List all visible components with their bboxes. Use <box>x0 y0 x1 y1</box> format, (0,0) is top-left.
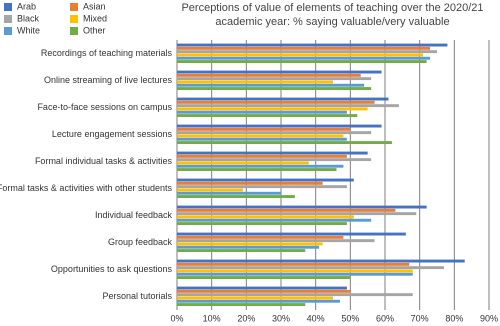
bar <box>177 191 281 195</box>
y-tick-label: Personal tutorials <box>102 291 172 301</box>
bar <box>177 222 347 225</box>
bar <box>177 124 382 128</box>
y-tick-label: Opportunities to ask questions <box>51 264 173 274</box>
bar <box>177 43 448 47</box>
bar <box>177 303 306 306</box>
y-tick-label: Lecture engagement sessions <box>52 129 173 139</box>
bar <box>177 154 347 158</box>
bar <box>177 107 368 111</box>
bar <box>177 141 392 144</box>
bar <box>177 249 306 252</box>
x-tick-label: 20% <box>237 313 255 323</box>
bar <box>177 296 333 300</box>
bar <box>177 232 406 236</box>
x-tick-label: 70% <box>411 313 429 323</box>
bar <box>177 83 365 87</box>
bar <box>177 131 372 135</box>
bar <box>177 218 372 222</box>
bar <box>177 266 444 270</box>
bar <box>177 56 431 60</box>
bar <box>177 46 431 50</box>
y-tick-label: Individual feedback <box>95 210 173 220</box>
y-tick-label: Face-to-face sessions on campus <box>37 102 172 112</box>
chart-title: Perceptions of value of elements of teac… <box>181 2 484 28</box>
bar <box>177 168 337 171</box>
bar <box>177 286 347 290</box>
x-tick-label: 80% <box>445 313 463 323</box>
y-tick-label: Online streaming of live lectures <box>44 75 173 85</box>
bar <box>177 73 361 77</box>
bar <box>177 158 372 162</box>
legend-swatch <box>70 3 78 11</box>
bar <box>177 164 344 168</box>
bar <box>177 185 347 189</box>
bar <box>177 60 427 63</box>
bar <box>177 53 424 57</box>
legend-label: Mixed <box>83 13 107 23</box>
bar <box>177 188 243 192</box>
legend-label: Other <box>83 25 106 35</box>
legend-label: White <box>17 25 40 35</box>
bar <box>177 77 372 81</box>
bar <box>177 100 375 104</box>
bar <box>177 195 295 198</box>
bar <box>177 293 413 297</box>
bar <box>177 272 413 276</box>
x-tick-label: 0% <box>170 313 183 323</box>
x-tick-label: 10% <box>203 313 221 323</box>
legend-swatch <box>4 27 12 35</box>
bar <box>177 299 340 303</box>
bar <box>177 178 354 182</box>
y-tick-label: Group feedback <box>108 237 173 247</box>
legend-swatch <box>70 15 78 23</box>
legend-label: Arab <box>17 1 36 11</box>
legend-swatch <box>70 27 78 35</box>
bar <box>177 181 323 185</box>
bar <box>177 215 354 219</box>
x-tick-label: 30% <box>272 313 290 323</box>
x-tick-label: 40% <box>307 313 325 323</box>
bar <box>177 276 351 279</box>
bar <box>177 259 465 263</box>
bar <box>177 97 389 101</box>
bar <box>177 50 437 54</box>
y-tick-label: Recordings of teaching materials <box>41 48 173 58</box>
bar <box>177 212 417 216</box>
y-tick-label: Formal individual tasks & activities <box>35 156 173 166</box>
bar <box>177 134 344 138</box>
x-tick-label: 90% <box>480 313 498 323</box>
bar <box>177 110 347 114</box>
bar <box>177 242 323 246</box>
y-tick-label: Formal tasks & activities with other stu… <box>0 183 172 193</box>
bar <box>177 239 375 243</box>
bar <box>177 104 399 108</box>
bar <box>177 262 410 266</box>
bar <box>177 289 351 293</box>
x-tick-label: 50% <box>341 313 359 323</box>
bar <box>177 137 347 141</box>
legend-label: Black <box>17 13 40 23</box>
legend-label: Asian <box>83 1 106 11</box>
legend-swatch <box>4 15 12 23</box>
bar <box>177 161 309 165</box>
legend-swatch <box>4 3 12 11</box>
bar <box>177 114 358 117</box>
bar <box>177 80 333 84</box>
bar <box>177 208 396 212</box>
bar <box>177 87 372 90</box>
bar <box>177 245 320 249</box>
bar <box>177 205 427 209</box>
bar <box>177 151 368 155</box>
bar <box>177 269 413 273</box>
bar <box>177 235 344 239</box>
bar <box>177 70 382 74</box>
bar <box>177 127 351 131</box>
x-tick-label: 60% <box>376 313 394 323</box>
